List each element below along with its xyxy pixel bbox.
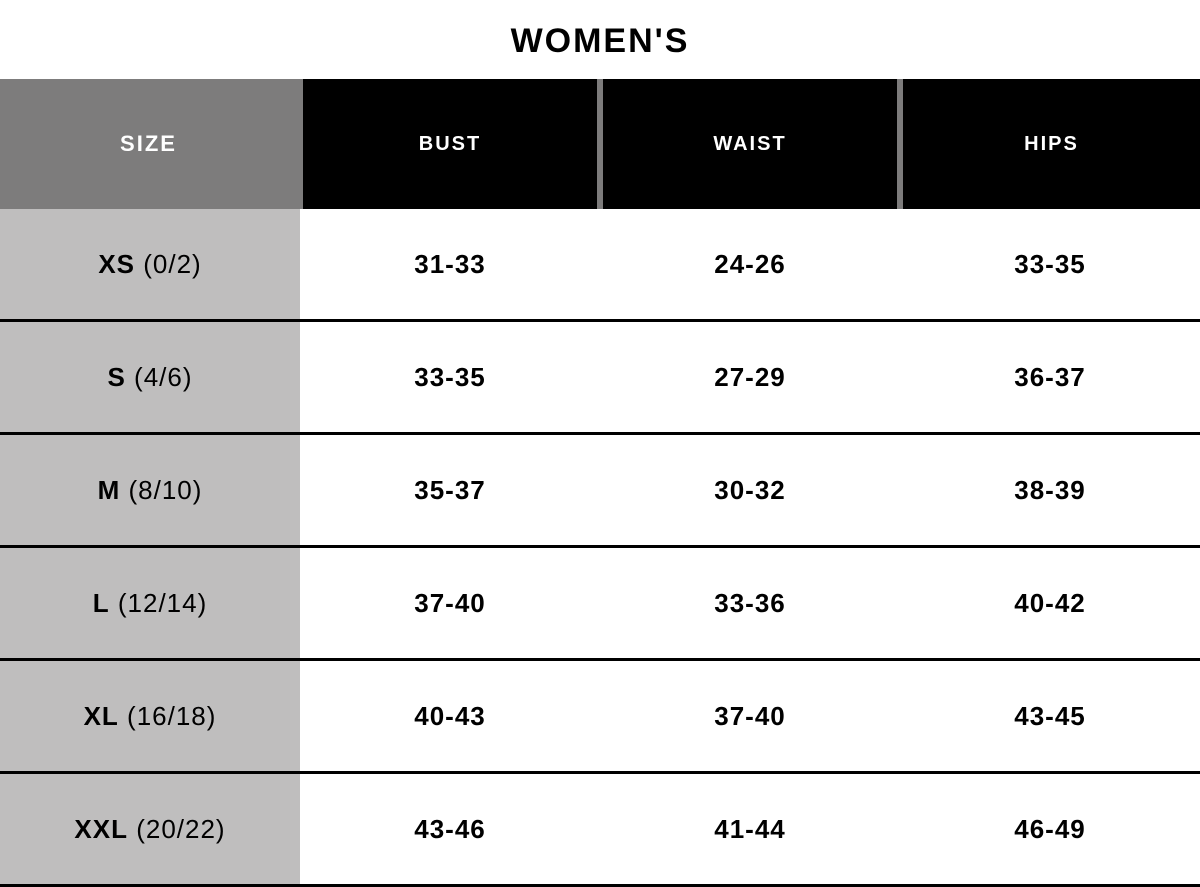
hips-cell: 33-35: [900, 209, 1200, 321]
size-number: (12/14): [110, 588, 208, 618]
size-cell: XL (16/18): [0, 660, 300, 773]
size-cell: XXL (20/22): [0, 773, 300, 886]
col-header-hips: HIPS: [900, 79, 1200, 209]
size-code: XS: [98, 249, 135, 279]
col-header-waist: WAIST: [600, 79, 900, 209]
hips-cell: 43-45: [900, 660, 1200, 773]
table-row: L (12/14)37-4033-3640-42: [0, 547, 1200, 660]
bust-cell: 40-43: [300, 660, 600, 773]
waist-cell: 30-32: [600, 434, 900, 547]
size-chart: WOMEN'S SIZE BUST WAIST HIPS XS (0/2)31-…: [0, 0, 1200, 887]
col-header-bust: BUST: [300, 79, 600, 209]
hips-cell: 38-39: [900, 434, 1200, 547]
table-row: S (4/6)33-3527-2936-37: [0, 321, 1200, 434]
waist-cell: 24-26: [600, 209, 900, 321]
table-row: XL (16/18)40-4337-4043-45: [0, 660, 1200, 773]
size-cell: XS (0/2): [0, 209, 300, 321]
bust-cell: 31-33: [300, 209, 600, 321]
bust-cell: 43-46: [300, 773, 600, 886]
size-number: (8/10): [120, 475, 202, 505]
size-cell: L (12/14): [0, 547, 300, 660]
waist-cell: 33-36: [600, 547, 900, 660]
size-table: SIZE BUST WAIST HIPS XS (0/2)31-3324-263…: [0, 79, 1200, 887]
bust-cell: 37-40: [300, 547, 600, 660]
size-number: (0/2): [135, 249, 202, 279]
table-body: XS (0/2)31-3324-2633-35S (4/6)33-3527-29…: [0, 209, 1200, 886]
size-code: S: [107, 362, 125, 392]
size-cell: S (4/6): [0, 321, 300, 434]
waist-cell: 37-40: [600, 660, 900, 773]
size-code: M: [98, 475, 121, 505]
table-row: XS (0/2)31-3324-2633-35: [0, 209, 1200, 321]
size-number: (4/6): [126, 362, 193, 392]
hips-cell: 46-49: [900, 773, 1200, 886]
size-code: XXL: [74, 814, 128, 844]
table-header-row: SIZE BUST WAIST HIPS: [0, 79, 1200, 209]
waist-cell: 27-29: [600, 321, 900, 434]
bust-cell: 35-37: [300, 434, 600, 547]
size-code: XL: [84, 701, 119, 731]
bust-cell: 33-35: [300, 321, 600, 434]
waist-cell: 41-44: [600, 773, 900, 886]
chart-title: WOMEN'S: [0, 0, 1200, 79]
col-header-size: SIZE: [0, 79, 300, 209]
size-cell: M (8/10): [0, 434, 300, 547]
hips-cell: 40-42: [900, 547, 1200, 660]
size-number: (16/18): [119, 701, 217, 731]
table-row: XXL (20/22)43-4641-4446-49: [0, 773, 1200, 886]
size-code: L: [93, 588, 110, 618]
table-row: M (8/10)35-3730-3238-39: [0, 434, 1200, 547]
hips-cell: 36-37: [900, 321, 1200, 434]
size-number: (20/22): [128, 814, 226, 844]
